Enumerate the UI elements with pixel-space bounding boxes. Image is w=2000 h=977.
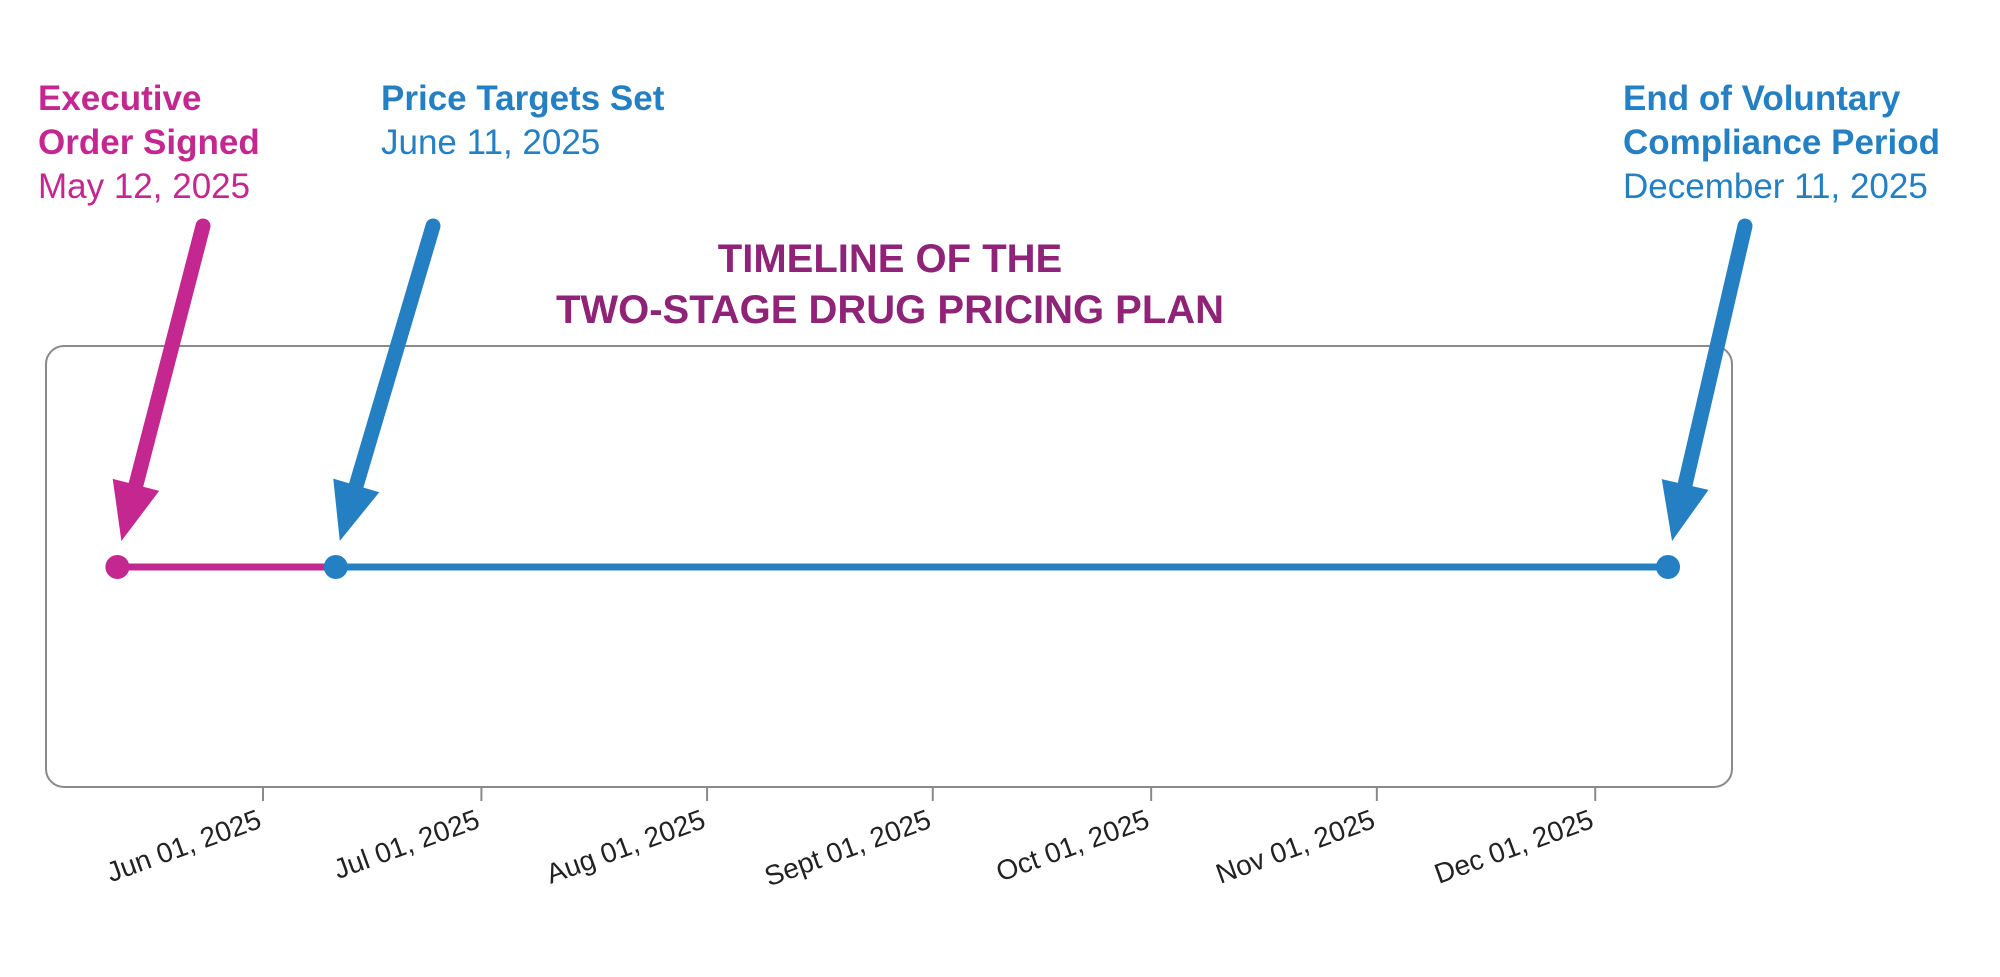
axis-tick-label: Nov 01, 2025 [1212, 804, 1379, 890]
event-title-exec-order: Executive [38, 79, 201, 118]
event-title-exec-order: Order Signed [38, 123, 260, 162]
arrow-head-price-targets [333, 478, 380, 541]
event-markers [105, 555, 1681, 579]
axis-tick-label: Oct 01, 2025 [992, 804, 1153, 888]
event-marker-price-targets [323, 555, 348, 579]
event-date-price-targets: June 11, 2025 [381, 123, 600, 162]
event-date-end-compliance: December 11, 2025 [1623, 167, 1928, 206]
diagram-title-line-1: TIMELINE OF THE [718, 237, 1062, 281]
event-marker-exec-order [105, 555, 130, 579]
axis-tick-label: Dec 01, 2025 [1430, 804, 1597, 890]
diagram-title-line-2: TWO-STAGE DRUG PRICING PLAN [556, 288, 1224, 332]
arrow-shaft-end-compliance [1677, 218, 1753, 492]
event-marker-end-compliance [1656, 555, 1681, 579]
arrow-head-exec-order [112, 478, 160, 541]
arrow-shaft-exec-order [128, 218, 211, 493]
event-title-end-compliance: End of Voluntary [1623, 79, 1901, 118]
timeline-frame [45, 345, 1733, 788]
event-arrows [112, 218, 1753, 541]
event-title-end-compliance: Compliance Period [1623, 123, 1940, 162]
arrow-head-end-compliance [1661, 479, 1709, 541]
arrow-shaft-price-targets [348, 218, 441, 493]
event-date-exec-order: May 12, 2025 [38, 167, 250, 206]
axis-tick-label: Jul 01, 2025 [329, 804, 483, 885]
axis-tick-label: Jun 01, 2025 [102, 804, 265, 889]
event-labels: Executive Order Signed May 12, 2025 Price T… [38, 79, 1940, 206]
axis-tick-label: Sept 01, 2025 [760, 804, 934, 893]
axis-tick-label: Aug 01, 2025 [542, 804, 709, 890]
event-title-price-targets: Price Targets Set [381, 79, 665, 118]
date-axis: Jun 01, 2025 Jul 01, 2025 Aug 01, 2025 Sept… [102, 787, 1597, 892]
